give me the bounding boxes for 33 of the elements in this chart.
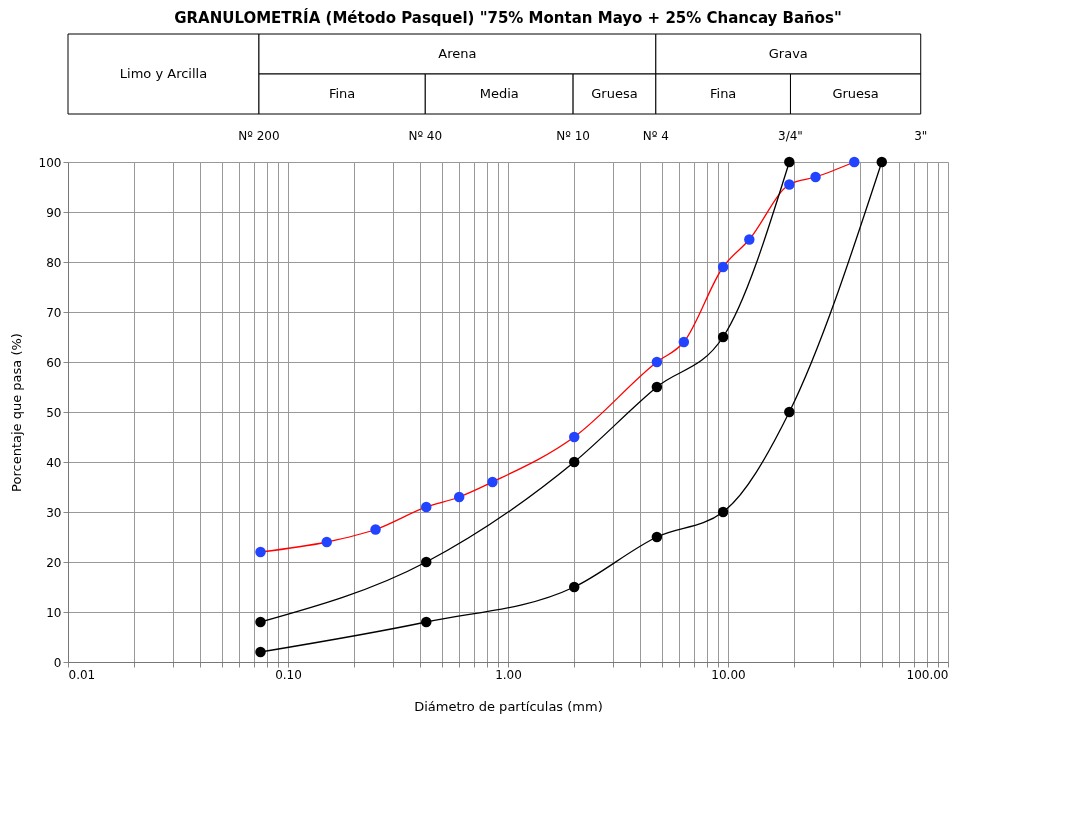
y-tick-label: 60 — [46, 355, 62, 370]
y-tick-label: 80 — [46, 255, 62, 270]
x-axis-title: Diámetro de partículas (mm) — [414, 698, 603, 714]
x-tick-label: 0.01 — [68, 667, 96, 682]
text: 3/4" — [778, 129, 803, 143]
text: Limo y Arcilla — [119, 66, 208, 81]
text: 3" — [914, 129, 928, 143]
chart-title: GRANULOMETRÍA (Método Pasquel) "75% Montan Mayo + 25% Chancay Baños" — [174, 7, 842, 27]
text: Gruesa — [591, 86, 638, 101]
y-tick-label: 30 — [46, 505, 62, 520]
y-tick-label: 70 — [46, 305, 62, 320]
text: Nº 200 — [238, 129, 280, 143]
text: Gruesa — [832, 86, 879, 101]
x-tick-label: 1.00 — [495, 667, 522, 682]
text: Arena — [438, 46, 477, 61]
y-tick-label: 20 — [46, 555, 62, 570]
y-axis-title: Porcentaje que pasa (%) — [8, 333, 24, 492]
y-tick-label: 50 — [46, 405, 62, 420]
x-tick-label: 100.00 — [906, 667, 949, 682]
x-tick-label: 0.10 — [275, 667, 302, 682]
text: Nº 4 — [642, 129, 669, 143]
text: Fina — [328, 86, 356, 101]
y-tick-label: 40 — [46, 455, 62, 470]
y-tick-label: 100 — [38, 155, 62, 170]
y-tick-label: 0 — [53, 655, 62, 670]
text: Grava — [768, 46, 808, 61]
y-tick-label: 90 — [46, 205, 62, 220]
text: Nº 40 — [408, 129, 443, 143]
x-tick-label: 10.00 — [711, 667, 746, 682]
y-tick-label: 10 — [46, 605, 62, 620]
text: Nº 10 — [556, 129, 590, 143]
text: Fina — [709, 86, 737, 101]
text: Media — [479, 86, 519, 101]
